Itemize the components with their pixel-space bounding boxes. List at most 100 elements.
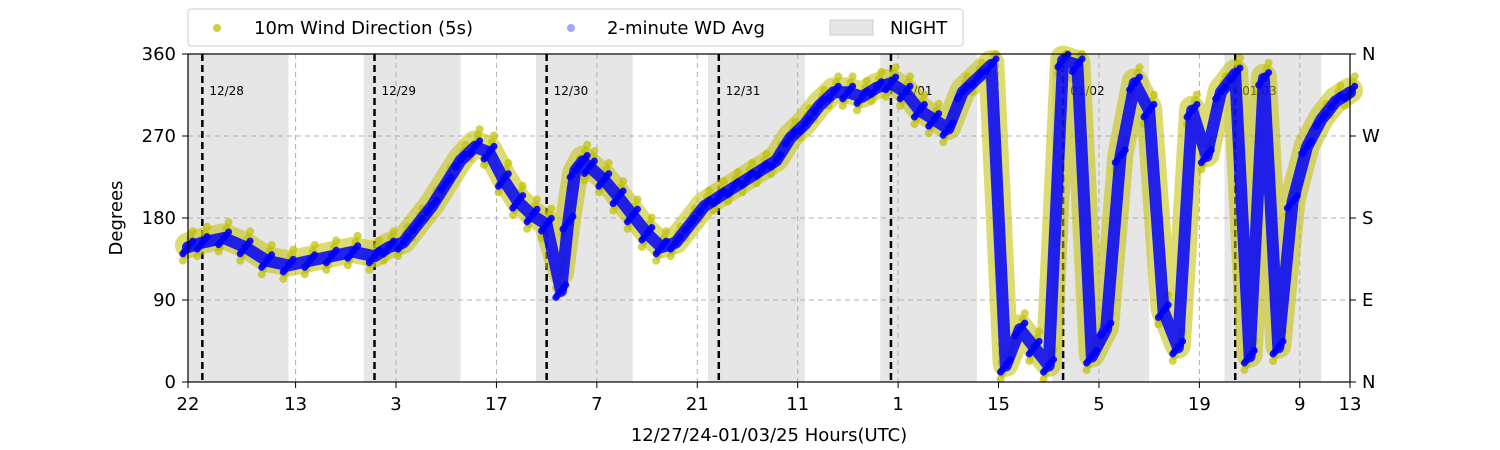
data-point: [853, 99, 861, 107]
data-point: [1269, 350, 1277, 358]
data-point: [193, 245, 201, 253]
data-point: [1154, 320, 1163, 329]
data-point: [853, 106, 862, 115]
data-point: [214, 247, 223, 256]
data-point: [1035, 327, 1044, 336]
legend-label: NIGHT: [890, 18, 948, 39]
data-point: [676, 233, 684, 241]
right-tick-label: N: [1362, 44, 1375, 65]
data-point: [322, 259, 330, 267]
data-point: [547, 214, 555, 222]
legend-label: 10m Wind Direction (5s): [254, 18, 473, 39]
data-point: [311, 251, 319, 259]
data-point: [225, 228, 233, 236]
data-point: [1240, 365, 1249, 374]
data-point: [437, 186, 445, 194]
data-point: [559, 225, 567, 233]
data-point: [267, 240, 276, 249]
data-point: [1140, 113, 1148, 121]
data-point: [1179, 337, 1187, 345]
data-point: [949, 119, 957, 127]
data-point: [418, 214, 426, 222]
data-point: [394, 252, 403, 261]
data-point: [203, 222, 212, 231]
data-point: [605, 170, 613, 178]
data-point: [910, 113, 918, 121]
x-axis-ticks: 22 13 3 17 7 21 11 1 15 5 19 9 13: [177, 382, 1361, 415]
data-point: [724, 190, 732, 198]
data-point: [389, 227, 398, 236]
data-point: [580, 176, 589, 185]
data-point: [1025, 356, 1034, 365]
data-point: [1336, 81, 1345, 90]
data-point: [404, 233, 412, 241]
data-point: [1351, 82, 1359, 90]
data-point: [590, 157, 598, 165]
data-point: [710, 200, 718, 208]
data-point: [466, 149, 474, 157]
data-point: [332, 246, 340, 254]
x-tick-label: 21: [686, 394, 709, 415]
x-tick-label: 17: [485, 394, 508, 415]
data-point: [1222, 82, 1230, 90]
data-point: [343, 261, 352, 270]
data-point: [1039, 375, 1048, 384]
data-point: [1236, 64, 1244, 72]
data-point: [662, 237, 670, 245]
right-tick-label: N: [1362, 372, 1375, 393]
x-tick-label: 22: [177, 394, 200, 415]
data-point: [1135, 63, 1144, 72]
data-point: [1183, 113, 1191, 121]
data-point: [300, 270, 309, 279]
data-point: [762, 149, 771, 158]
data-point: [910, 119, 919, 128]
data-point: [667, 245, 675, 253]
data-point: [1149, 90, 1158, 99]
data-point: [982, 67, 990, 75]
data-point: [638, 236, 646, 244]
legend-marker-night: [829, 19, 874, 36]
data-point: [569, 213, 577, 221]
data-point: [896, 95, 904, 103]
data-point: [753, 172, 761, 180]
data-point: [494, 188, 503, 197]
x-tick-label: 19: [1188, 394, 1211, 415]
data-point: [353, 231, 362, 240]
data-point: [1279, 337, 1287, 345]
data-point: [193, 252, 202, 261]
data-point: [573, 164, 581, 172]
data-point: [215, 241, 223, 249]
right-tick-label: S: [1362, 208, 1373, 229]
data-point: [666, 252, 675, 261]
data-point: [322, 265, 331, 274]
data-point: [566, 173, 574, 181]
y-tick-label: 0: [165, 372, 176, 393]
x-tick-label: 7: [591, 394, 602, 415]
scatter-series: [175, 45, 1363, 384]
data-point: [279, 268, 287, 276]
y-tick-label: 270: [142, 126, 176, 147]
data-point: [1298, 149, 1306, 157]
y-axis-label: Degrees: [106, 181, 127, 256]
data-point: [1021, 319, 1029, 327]
data-point: [604, 158, 613, 167]
data-point: [609, 200, 617, 208]
data-point: [447, 173, 455, 181]
data-point: [992, 55, 1000, 63]
data-point: [375, 236, 384, 245]
data-point: [523, 224, 532, 233]
day-marker-label: 12/31: [726, 84, 761, 98]
data-point: [896, 101, 905, 110]
data-point: [954, 95, 962, 103]
legend-label: 2-minute WD Avg: [607, 18, 765, 39]
data-point: [767, 163, 775, 171]
data-point: [1025, 350, 1033, 358]
data-point: [332, 236, 341, 245]
y-tick-label: 90: [153, 290, 176, 311]
data-point: [939, 131, 947, 139]
data-point: [806, 114, 814, 122]
data-point: [268, 251, 276, 259]
data-point: [1154, 313, 1162, 321]
data-point: [1240, 359, 1248, 367]
data-point: [1192, 90, 1201, 99]
